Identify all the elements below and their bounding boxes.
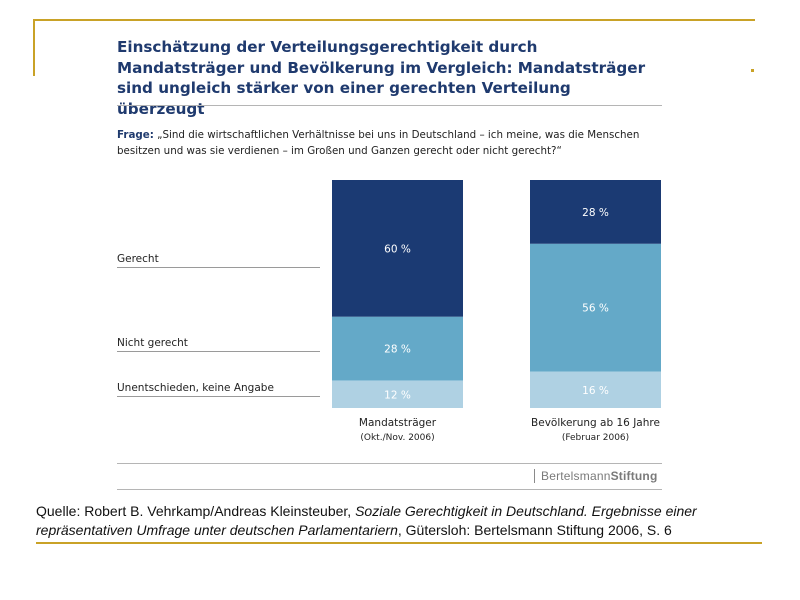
- source-suffix: , Gütersloh: Bertelsmann Stiftung 2006, …: [397, 522, 672, 538]
- question-text: „Sind die wirtschaftlichen Verhältnisse …: [117, 129, 640, 157]
- slide-frame-top: [33, 19, 755, 21]
- chart-title: Einschätzung der Verteilungsgerechtigkei…: [117, 38, 646, 118]
- source-prefix: Quelle: Robert B. Vehrkamp/Andreas Klein…: [36, 503, 356, 519]
- legend-label-0: Gerecht: [117, 253, 159, 265]
- data-label-0-2: 12 %: [384, 389, 411, 401]
- data-label-0-1: 28 %: [384, 344, 411, 356]
- data-label-1-0: 28 %: [582, 207, 609, 219]
- bar-0-segment-2: [332, 380, 463, 408]
- brand-name-part2: Stiftung: [610, 469, 658, 483]
- category-label-1: Bevölkerung ab 16 Jahre: [531, 417, 660, 429]
- slide-frame-dot: [751, 69, 754, 72]
- slide-frame-left: [33, 19, 35, 76]
- legend-label-1: Nicht gerecht: [117, 337, 188, 349]
- slide-frame-bottom: [36, 542, 762, 544]
- brand-name-part1: Bertelsmann: [541, 469, 611, 483]
- source-citation: Quelle: Robert B. Vehrkamp/Andreas Klein…: [36, 502, 781, 540]
- category-note-0: (Okt./Nov. 2006): [360, 433, 434, 443]
- category-label-0: Mandatsträger: [359, 417, 437, 429]
- bar-1-segment-2: [530, 371, 661, 408]
- survey-question: Frage: „Sind die wirtschaftlichen Verhäl…: [117, 128, 662, 159]
- footer-divider-bottom: [117, 489, 662, 490]
- title-divider: [117, 105, 662, 106]
- data-label-1-1: 56 %: [582, 303, 609, 315]
- legend-label-2: Unentschieden, keine Angabe: [117, 382, 274, 394]
- bar-0-segment-1: [332, 316, 463, 381]
- bar-1-segment-0: [530, 180, 661, 244]
- data-label-0-0: 60 %: [384, 243, 411, 255]
- bertelsmann-logo: BertelsmannStiftung: [534, 469, 658, 483]
- bar-0-segment-0: [332, 180, 463, 317]
- question-label: Frage:: [117, 129, 154, 141]
- bar-1-segment-1: [530, 243, 661, 372]
- source-title: Soziale Gerechtigkeit in Deutschland. Er…: [36, 503, 697, 538]
- category-note-1: (Februar 2006): [562, 433, 629, 443]
- footer-divider: [117, 463, 662, 464]
- data-label-1-2: 16 %: [582, 385, 609, 397]
